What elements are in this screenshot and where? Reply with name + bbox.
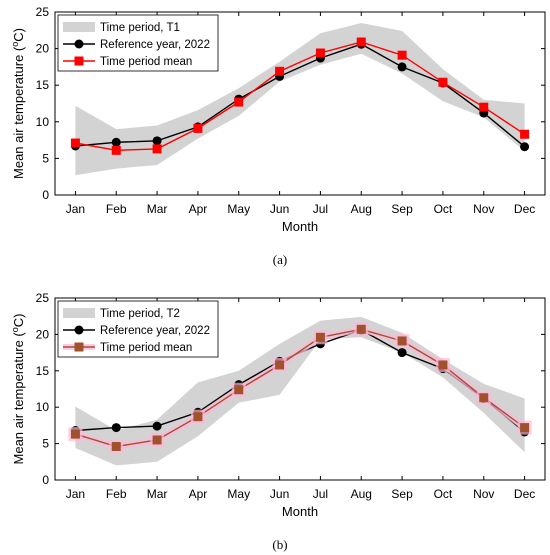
x-tick-label: Dec: [514, 487, 535, 501]
x-axis-label: Month: [282, 504, 318, 519]
x-tick-label: Apr: [189, 202, 208, 216]
x-tick-label: Nov: [473, 487, 494, 501]
y-tick-label: 10: [36, 400, 50, 414]
y-tick-label: 15: [36, 364, 50, 378]
x-tick-label: Jan: [66, 202, 85, 216]
data-point: [193, 123, 203, 133]
chart-panel-a: 0 5 10 15 20 25 Jan Feb Mar Apr May Jun Jul Aug Sep Oct…: [10, 5, 546, 267]
data-point: [397, 348, 407, 358]
y-tick-label: 10: [36, 115, 50, 129]
x-tick-label: Apr: [189, 487, 208, 501]
x-tick-label: Sep: [391, 202, 413, 216]
data-point: [520, 423, 530, 433]
y-tick-label: 20: [36, 327, 50, 341]
legend-swatch-band: [63, 22, 95, 32]
data-point: [152, 144, 162, 154]
data-point: [111, 145, 121, 155]
data-point: [152, 421, 162, 431]
legend-label-series: Time period mean: [100, 56, 192, 68]
legend-marker: [74, 325, 84, 335]
x-tick-label: Mar: [147, 487, 168, 501]
data-point: [479, 393, 489, 403]
data-point: [193, 412, 203, 422]
legend-marker: [74, 56, 84, 66]
range-band: [75, 316, 525, 466]
legend-label-band: Time period, T1: [100, 22, 180, 34]
x-tick-label: Dec: [514, 202, 535, 216]
data-point: [438, 360, 448, 370]
panel-label: (a): [273, 252, 287, 267]
y-axis-label: Mean air temperature (oC): [10, 314, 26, 465]
range-band: [75, 23, 525, 176]
x-tick-label: Sep: [391, 487, 413, 501]
data-point: [315, 332, 325, 342]
data-point: [234, 97, 244, 107]
series-line-mean: [75, 41, 525, 152]
y-tick-label: 15: [36, 78, 50, 92]
x-tick-label: Aug: [351, 202, 372, 216]
plot-frame: [54, 297, 546, 481]
x-tick-label: Nov: [473, 202, 494, 216]
y-tick-label: 25: [36, 5, 50, 19]
data-point: [111, 137, 121, 147]
data-point: [275, 360, 285, 370]
data-point: [520, 142, 530, 152]
chart-panel-b: 0 5 10 15 20 25 Jan Feb Mar Apr May Jun Jul Aug Sep Oct…: [10, 291, 546, 552]
legend-label-series: Time period mean: [100, 342, 192, 354]
data-point: [356, 37, 366, 47]
data-point: [520, 129, 530, 139]
x-tick-label: May: [227, 202, 250, 216]
data-point: [479, 102, 489, 112]
data-point: [275, 66, 285, 76]
data-point: [152, 136, 162, 146]
x-tick-label: Feb: [106, 202, 127, 216]
data-point: [152, 435, 162, 445]
data-point: [234, 385, 244, 395]
x-tick-label: Jun: [270, 487, 289, 501]
legend-label-series: Reference year, 2022: [100, 39, 210, 51]
y-tick-label: 0: [42, 473, 49, 487]
x-tick-label: Jul: [313, 487, 328, 501]
data-point: [111, 442, 121, 452]
data-point: [397, 62, 407, 72]
legend-swatch-band: [63, 308, 95, 318]
data-point: [438, 77, 448, 87]
x-axis-label: Month: [282, 219, 318, 234]
legend-label-band: Time period, T2: [100, 308, 180, 320]
y-tick-label: 25: [36, 291, 50, 305]
data-point: [397, 336, 407, 346]
legend-label-series: Reference year, 2022: [100, 325, 210, 337]
y-tick-label: 5: [42, 437, 49, 451]
data-point: [111, 423, 121, 433]
y-tick-label: 20: [36, 42, 50, 56]
y-tick-label: 5: [42, 151, 49, 165]
data-point: [397, 50, 407, 60]
legend: Time period, T2 Reference year, 2022 Time …: [57, 300, 219, 358]
x-tick-label: Aug: [351, 487, 372, 501]
data-point: [70, 429, 80, 439]
data-point: [315, 48, 325, 58]
x-tick-label: Oct: [434, 487, 453, 501]
y-axis-label: Mean air temperature (oC): [10, 28, 26, 179]
legend-marker: [74, 342, 84, 352]
x-tick-label: Oct: [434, 202, 453, 216]
legend-marker: [74, 39, 84, 49]
data-point: [70, 138, 80, 148]
data-point: [356, 324, 366, 334]
panel-label: (b): [272, 537, 287, 552]
x-tick-label: Jul: [313, 202, 328, 216]
x-tick-label: May: [227, 487, 250, 501]
y-tick-label: 0: [42, 188, 49, 202]
series-line-reference: [75, 43, 526, 148]
x-tick-label: Feb: [106, 487, 127, 501]
x-tick-label: Jan: [66, 487, 85, 501]
x-tick-label: Mar: [147, 202, 168, 216]
plot-frame: [54, 11, 546, 196]
x-tick-label: Jun: [270, 202, 289, 216]
legend: Time period, T1 Reference year, 2022 Time …: [57, 14, 219, 72]
